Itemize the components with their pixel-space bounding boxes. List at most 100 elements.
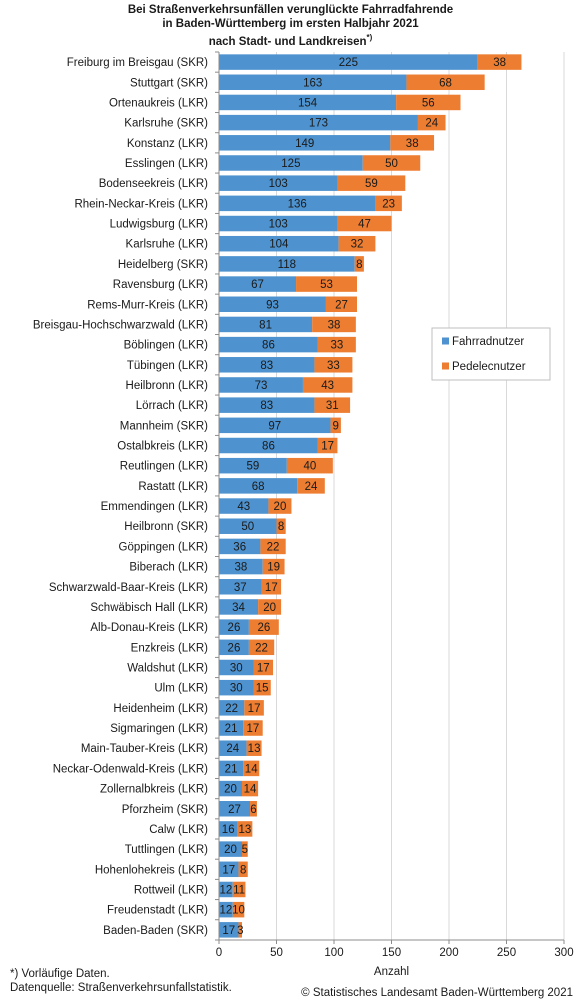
bar-pedelecnutzer [253, 679, 271, 696]
data-label-pedelecnutzer: 13 [248, 743, 261, 755]
data-label-fahrradnutzer: 83 [260, 400, 273, 412]
category-label: Freiburg im Breisgau (SKR) [67, 57, 208, 69]
bar-fahrradnutzer [219, 457, 287, 474]
bar-fahrradnutzer [219, 336, 318, 353]
bar-pedelecnutzer [417, 114, 446, 131]
data-label-pedelecnutzer: 59 [365, 178, 378, 190]
category-label: Waldshut (LKR) [127, 662, 208, 674]
category-label: Böblingen (LKR) [124, 340, 209, 352]
data-source: Datenquelle: Straßenverkehrsunfallstatis… [10, 982, 232, 994]
bar-fahrradnutzer [219, 922, 239, 938]
chart-title-line-3: nach Stadt- und Landkreisen [208, 35, 367, 48]
category-label: Breisgau-Hochschwarzwald (LKR) [33, 319, 208, 331]
bar-pedelecnutzer [244, 700, 264, 716]
bar-pedelecnutzer [260, 538, 286, 555]
data-label-fahrradnutzer: 149 [295, 138, 314, 150]
data-label-pedelecnutzer: 3 [237, 925, 243, 937]
data-label-fahrradnutzer: 86 [262, 340, 275, 352]
bar-fahrradnutzer [219, 135, 391, 151]
bar-pedelecnutzer [248, 639, 275, 656]
data-label-pedelecnutzer: 38 [493, 57, 506, 69]
category-label: Freudenstadt (LKR) [107, 905, 208, 917]
x-axis-label: Anzahl [374, 966, 409, 978]
category-label: Karlsruhe (LKR) [126, 239, 209, 251]
data-label-pedelecnutzer: 8 [278, 521, 284, 533]
data-label-pedelecnutzer: 43 [321, 380, 334, 392]
chart-title: Bei Straßenverkehrsunfällen verunglückte… [0, 3, 581, 49]
bar-pedelecnutzer [268, 498, 292, 514]
bar-fahrradnutzer [219, 700, 245, 716]
data-label-pedelecnutzer: 22 [267, 541, 280, 553]
bar-fahrradnutzer [219, 478, 298, 494]
data-label-fahrradnutzer: 103 [269, 219, 288, 231]
bar-pedelecnutzer [406, 74, 485, 91]
bar-pedelecnutzer [362, 155, 421, 171]
category-label: Neckar-Odenwald-Kreis (LKR) [53, 763, 208, 775]
bar-fahrradnutzer [219, 74, 407, 91]
data-label-fahrradnutzer: 30 [230, 683, 243, 695]
category-label: Tuttlingen (LKR) [125, 844, 208, 856]
data-label-pedelecnutzer: 15 [256, 683, 269, 695]
data-label-fahrradnutzer: 16 [222, 824, 235, 836]
legend-swatch-pedelecnutzer [442, 362, 449, 370]
bar-pedelecnutzer [314, 357, 353, 373]
category-label: Esslingen (LKR) [125, 158, 208, 170]
data-label-pedelecnutzer: 20 [274, 501, 287, 513]
bar-fahrradnutzer [219, 720, 244, 736]
data-label-fahrradnutzer: 20 [224, 784, 237, 796]
bar-fahrradnutzer [219, 357, 315, 373]
data-label-fahrradnutzer: 21 [225, 763, 238, 775]
chart-title-line-2: in Baden-Württemberg im ersten Halbjahr … [162, 18, 419, 30]
bar-fahrradnutzer [219, 195, 376, 212]
bar-fahrradnutzer [219, 498, 269, 514]
category-label: Schwarzwald-Baar-Kreis (LKR) [49, 582, 208, 594]
data-label-pedelecnutzer: 33 [327, 360, 340, 372]
title-footnote-marker: *) [366, 33, 373, 42]
bar-fahrradnutzer [219, 619, 249, 635]
data-label-fahrradnutzer: 163 [303, 77, 322, 89]
data-label-pedelecnutzer: 10 [232, 905, 245, 917]
bar-fahrradnutzer [219, 760, 244, 777]
bar-fahrradnutzer [219, 518, 277, 534]
bar-pedelecnutzer [246, 740, 262, 756]
bar-fahrradnutzer [219, 256, 355, 272]
chart-title-line-3-wrap: nach Stadt- und Landkreisen*) [0, 31, 581, 49]
copyright: © Statistisches Landesamt Baden-Württemb… [301, 987, 573, 999]
category-label: Schwäbisch Hall (LKR) [90, 602, 208, 614]
bar-pedelecnutzer [317, 336, 356, 353]
data-label-fahrradnutzer: 37 [234, 582, 247, 594]
bar-fahrradnutzer [219, 801, 251, 817]
data-label-fahrradnutzer: 12 [220, 905, 233, 917]
data-label-fahrradnutzer: 136 [288, 198, 307, 210]
category-label: Ostalbkreis (LKR) [117, 441, 208, 453]
data-label-fahrradnutzer: 20 [224, 844, 237, 856]
bar-pedelecnutzer [330, 417, 341, 434]
data-label-fahrradnutzer: 21 [225, 723, 238, 735]
bar-fahrradnutzer [219, 579, 262, 595]
data-label-fahrradnutzer: 83 [260, 360, 273, 372]
data-label-pedelecnutzer: 14 [245, 763, 258, 775]
bar-fahrradnutzer [219, 841, 242, 857]
bar-fahrradnutzer [219, 881, 233, 898]
data-label-pedelecnutzer: 17 [257, 662, 270, 674]
data-label-pedelecnutzer: 26 [257, 622, 270, 634]
data-label-fahrradnutzer: 73 [255, 380, 268, 392]
x-tick-label: 200 [439, 947, 458, 959]
bar-pedelecnutzer [477, 54, 522, 70]
category-label: Reutlingen (LKR) [120, 461, 208, 473]
data-label-fahrradnutzer: 68 [252, 481, 265, 493]
category-label: Ravensburg (LKR) [113, 279, 208, 291]
data-label-fahrradnutzer: 36 [233, 541, 246, 553]
data-label-pedelecnutzer: 24 [425, 118, 438, 130]
data-label-fahrradnutzer: 81 [259, 319, 272, 331]
category-label: Baden-Baden (SKR) [103, 925, 208, 937]
bar-fahrradnutzer [219, 296, 326, 312]
data-label-pedelecnutzer: 14 [244, 784, 257, 796]
bar-fahrradnutzer [219, 901, 233, 918]
data-label-fahrradnutzer: 26 [228, 622, 241, 634]
data-label-pedelecnutzer: 6 [250, 804, 256, 816]
bar-fahrradnutzer [219, 215, 338, 232]
data-label-fahrradnutzer: 154 [298, 97, 318, 109]
data-label-fahrradnutzer: 26 [228, 642, 241, 654]
